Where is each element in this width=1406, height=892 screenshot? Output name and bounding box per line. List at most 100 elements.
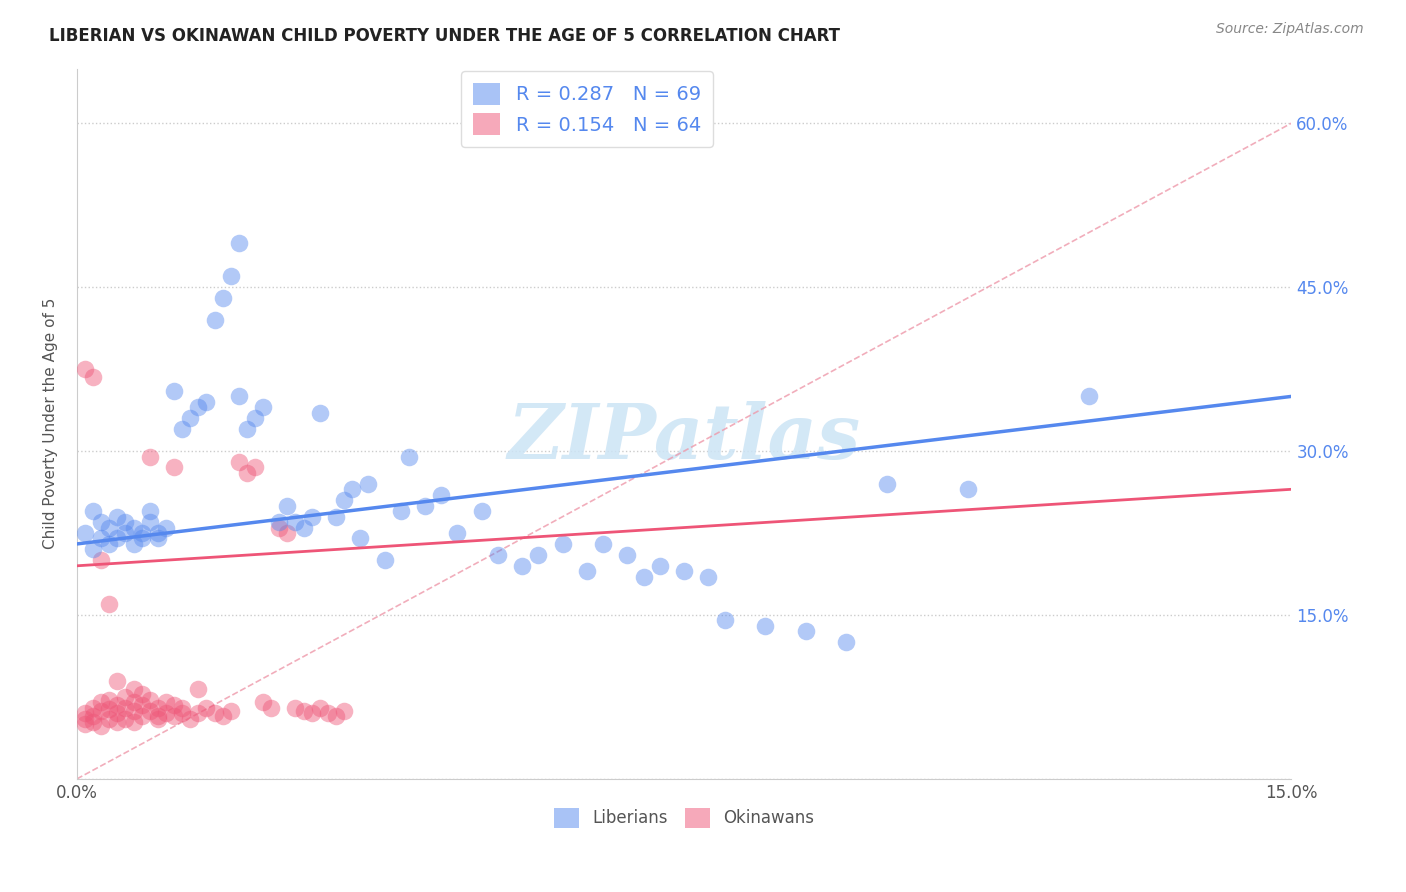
- Point: [82, 701, 104, 715]
- Point: [105, 673, 128, 688]
- Point: [146, 701, 169, 715]
- Point: [105, 698, 128, 712]
- Point: [398, 450, 420, 464]
- Point: [146, 712, 169, 726]
- Point: [114, 515, 136, 529]
- Point: [73, 526, 96, 541]
- Point: [139, 504, 162, 518]
- Point: [510, 558, 533, 573]
- Point: [325, 708, 347, 723]
- Point: [876, 476, 898, 491]
- Point: [835, 635, 858, 649]
- Point: [155, 520, 177, 534]
- Point: [252, 401, 274, 415]
- Point: [172, 701, 194, 715]
- Point: [98, 702, 121, 716]
- Point: [98, 693, 121, 707]
- Point: [82, 369, 104, 384]
- Point: [1078, 389, 1101, 403]
- Point: [308, 701, 330, 715]
- Point: [82, 708, 104, 723]
- Point: [98, 520, 121, 534]
- Point: [648, 558, 671, 573]
- Point: [122, 704, 145, 718]
- Point: [90, 515, 112, 529]
- Point: [155, 706, 177, 721]
- Point: [82, 715, 104, 730]
- Point: [430, 488, 453, 502]
- Point: [340, 483, 363, 497]
- Point: [114, 701, 136, 715]
- Point: [163, 460, 186, 475]
- Point: [471, 504, 494, 518]
- Point: [575, 564, 598, 578]
- Point: [333, 704, 356, 718]
- Point: [413, 499, 436, 513]
- Point: [90, 553, 112, 567]
- Point: [228, 236, 250, 251]
- Point: [325, 509, 347, 524]
- Point: [236, 466, 259, 480]
- Point: [195, 701, 218, 715]
- Point: [146, 708, 169, 723]
- Point: [146, 526, 169, 541]
- Point: [90, 704, 112, 718]
- Point: [73, 717, 96, 731]
- Point: [73, 362, 96, 376]
- Point: [284, 515, 307, 529]
- Point: [131, 526, 153, 541]
- Point: [90, 695, 112, 709]
- Point: [357, 476, 380, 491]
- Point: [114, 690, 136, 704]
- Point: [105, 509, 128, 524]
- Point: [301, 509, 323, 524]
- Point: [673, 564, 696, 578]
- Point: [105, 532, 128, 546]
- Point: [163, 384, 186, 398]
- Text: LIBERIAN VS OKINAWAN CHILD POVERTY UNDER THE AGE OF 5 CORRELATION CHART: LIBERIAN VS OKINAWAN CHILD POVERTY UNDER…: [49, 27, 841, 45]
- Point: [527, 548, 550, 562]
- Point: [592, 537, 614, 551]
- Point: [211, 291, 233, 305]
- Point: [243, 411, 266, 425]
- Point: [105, 715, 128, 730]
- Point: [163, 708, 186, 723]
- Point: [446, 526, 468, 541]
- Point: [292, 704, 315, 718]
- Point: [179, 411, 201, 425]
- Point: [713, 614, 735, 628]
- Text: ZIPatlas: ZIPatlas: [508, 401, 860, 475]
- Point: [269, 520, 291, 534]
- Point: [82, 504, 104, 518]
- Point: [114, 526, 136, 541]
- Point: [195, 395, 218, 409]
- Point: [633, 570, 655, 584]
- Point: [276, 526, 298, 541]
- Point: [122, 682, 145, 697]
- Point: [122, 695, 145, 709]
- Point: [252, 695, 274, 709]
- Point: [131, 532, 153, 546]
- Point: [114, 712, 136, 726]
- Point: [292, 520, 315, 534]
- Point: [139, 515, 162, 529]
- Point: [146, 532, 169, 546]
- Point: [90, 719, 112, 733]
- Point: [139, 450, 162, 464]
- Point: [794, 624, 817, 639]
- Point: [155, 695, 177, 709]
- Point: [276, 499, 298, 513]
- Point: [187, 682, 209, 697]
- Point: [219, 704, 242, 718]
- Y-axis label: Child Poverty Under the Age of 5: Child Poverty Under the Age of 5: [44, 298, 58, 549]
- Point: [333, 493, 356, 508]
- Point: [172, 706, 194, 721]
- Point: [308, 406, 330, 420]
- Point: [697, 570, 720, 584]
- Point: [204, 313, 226, 327]
- Point: [131, 708, 153, 723]
- Point: [122, 520, 145, 534]
- Point: [98, 537, 121, 551]
- Point: [131, 687, 153, 701]
- Point: [301, 706, 323, 721]
